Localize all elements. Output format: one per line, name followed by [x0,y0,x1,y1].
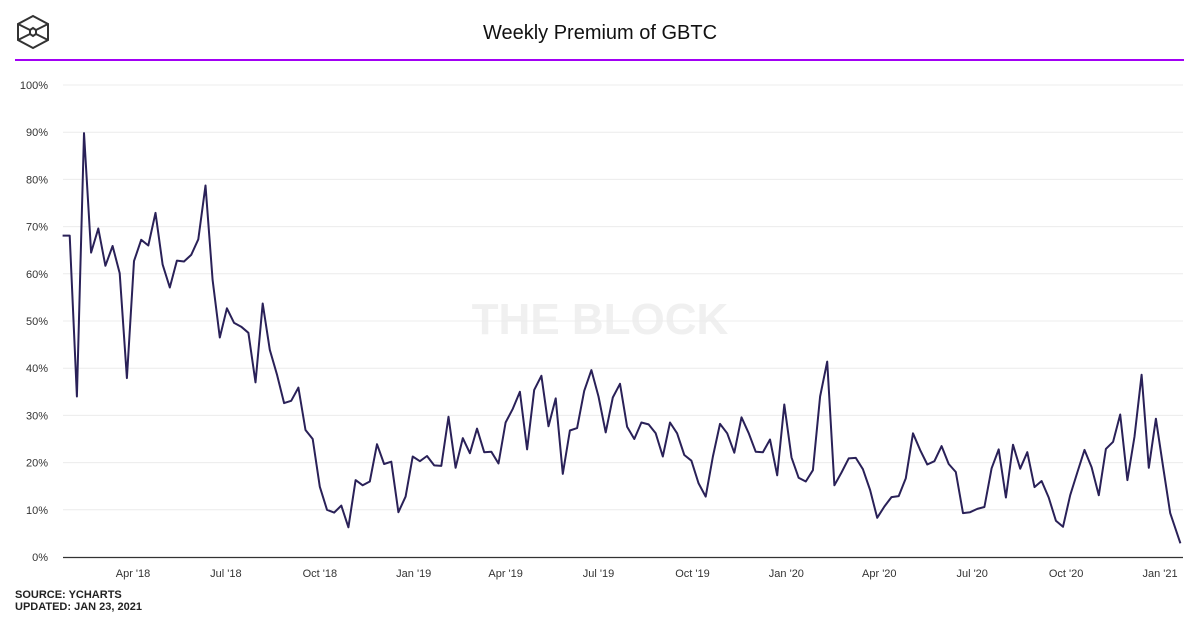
x-tick-label: Jan '20 [769,568,804,580]
y-tick-label: 0% [32,552,48,564]
y-tick-label: 70% [26,222,48,234]
y-tick-label: 80% [26,174,48,186]
watermark: THE BLOCK [472,295,729,344]
footer: SOURCE: YCHARTS UPDATED: JAN 23, 2021 [15,589,142,613]
x-tick-label: Jul '19 [583,568,614,580]
series-line [62,132,1182,544]
x-tick-label: Apr '20 [862,568,897,580]
x-tick-label: Apr '19 [488,568,523,580]
x-tick-label: Jan '19 [396,568,431,580]
y-tick-label: 10% [26,505,48,517]
y-tick-label: 40% [26,363,48,375]
y-tick-label: 30% [26,410,48,422]
y-tick-label: 90% [26,127,48,139]
chart-title: Weekly Premium of GBTC [482,22,718,44]
x-tick-label: Oct '20 [1049,568,1084,580]
x-tick-label: Jan '21 [1142,568,1177,580]
the-block-logo [17,14,49,50]
y-tick-label: 20% [26,458,48,470]
header-divider [15,59,1184,61]
updated-text: UPDATED: JAN 23, 2021 [15,601,142,613]
y-tick-label: 100% [20,80,48,92]
source-text: SOURCE: YCHARTS [15,589,122,601]
y-tick-label: 60% [26,269,48,281]
y-tick-label: 50% [26,316,48,328]
x-tick-label: Apr '18 [116,568,151,580]
x-tick-label: Oct '18 [303,568,338,580]
x-tick-label: Oct '19 [675,568,710,580]
x-tick-label: Jul '20 [956,568,987,580]
x-tick-label: Jul '18 [210,568,241,580]
